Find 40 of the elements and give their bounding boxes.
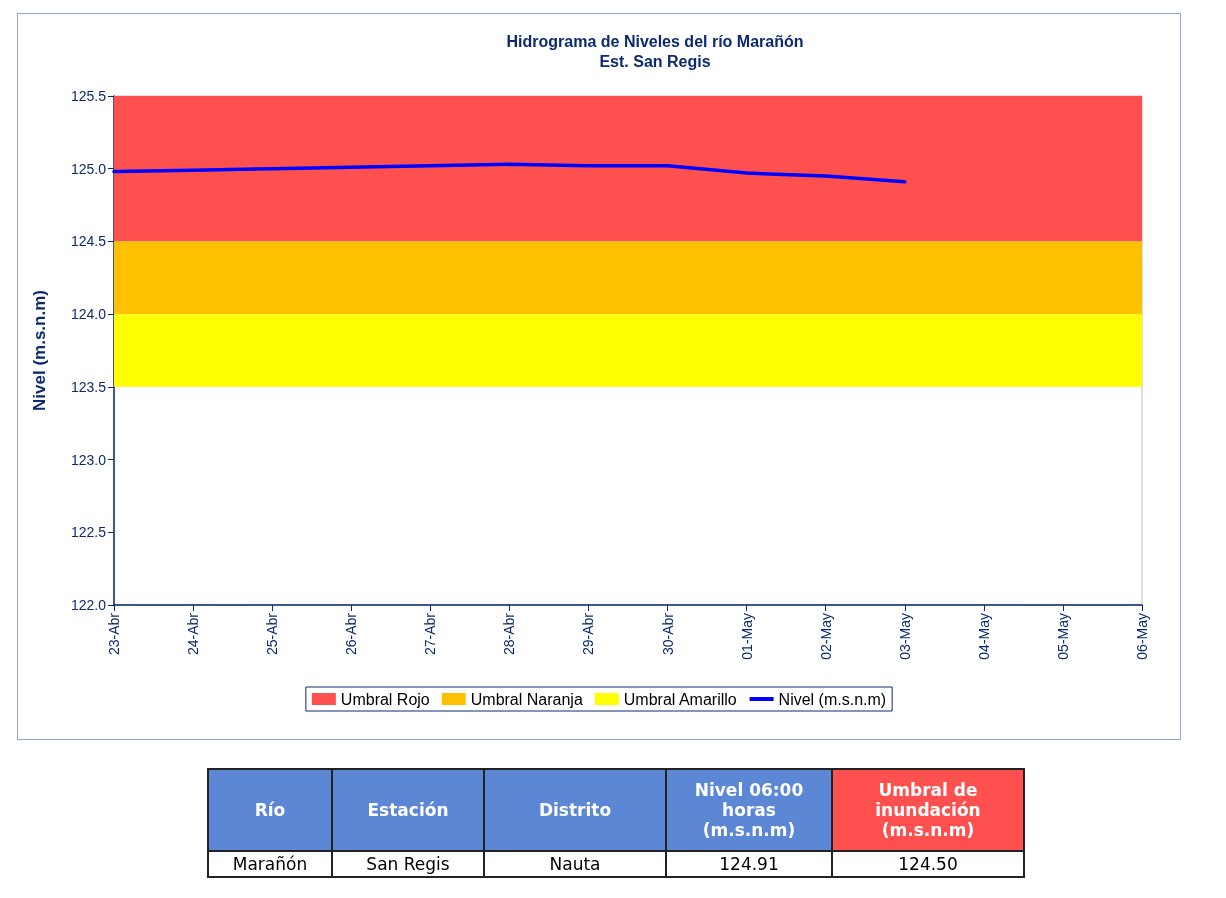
x-tick-label: 29-Abr [580, 612, 597, 656]
x-tick-label: 06-May [1134, 613, 1150, 660]
x-tick-label: 23-Abr [106, 612, 122, 656]
y-tick-label: 125.5 [70, 88, 107, 104]
y-tick-label: 122.5 [70, 524, 107, 541]
text: Umbral de inundación (m.s.n.m) [832, 769, 1024, 851]
y-tick-label: 123.0 [70, 451, 107, 468]
text: 124.50 [832, 851, 1024, 877]
x-tick-label: 30-Abr [659, 612, 676, 656]
text: San Regis [332, 851, 484, 877]
x-tick-label: 04-May [975, 613, 992, 660]
x-tick-label: 01-May [738, 613, 755, 660]
x-tick-label: 03-May [896, 613, 913, 660]
legend-label: Nivel (m.s.n.m) [778, 690, 887, 708]
x-tick-label: 02-May [817, 613, 834, 660]
text: Nivel 06:00 horas (m.s.n.m) [666, 769, 832, 851]
x-tick-label: 27-Abr [422, 612, 439, 656]
text: Marañón [208, 851, 332, 877]
chart-subtitle: Est. San Regis [599, 52, 711, 70]
x-tick-label: 05-May [1054, 613, 1071, 660]
y-tick-label: 123.5 [70, 378, 107, 395]
legend-label: Umbral Amarillo [623, 690, 737, 708]
chart-title: Hidrograma de Niveles del río Marañón [506, 32, 804, 50]
y-tick-label: 124.5 [70, 233, 107, 250]
y-axis-title: Nivel (m.s.n.m) [30, 290, 49, 411]
x-tick-label: 25-Abr [264, 612, 281, 656]
line-series [112, 162, 907, 184]
text: 124.91 [666, 851, 832, 877]
text: Distrito [484, 769, 666, 851]
y-tick-label: 122.0 [70, 597, 107, 613]
legend-label: Umbral Naranja [470, 690, 583, 708]
x-tick-label: 26-Abr [343, 612, 360, 656]
y-tick-label: 124.0 [70, 306, 107, 323]
legend-label: Umbral Rojo [340, 690, 430, 708]
text: Estación [332, 769, 484, 851]
x-tick-label: 24-Abr [185, 612, 202, 656]
text: Río [208, 769, 332, 851]
y-tick-label: 125.0 [70, 160, 107, 177]
text: Nauta [484, 851, 666, 877]
x-tick-label: 28-Abr [501, 612, 518, 656]
